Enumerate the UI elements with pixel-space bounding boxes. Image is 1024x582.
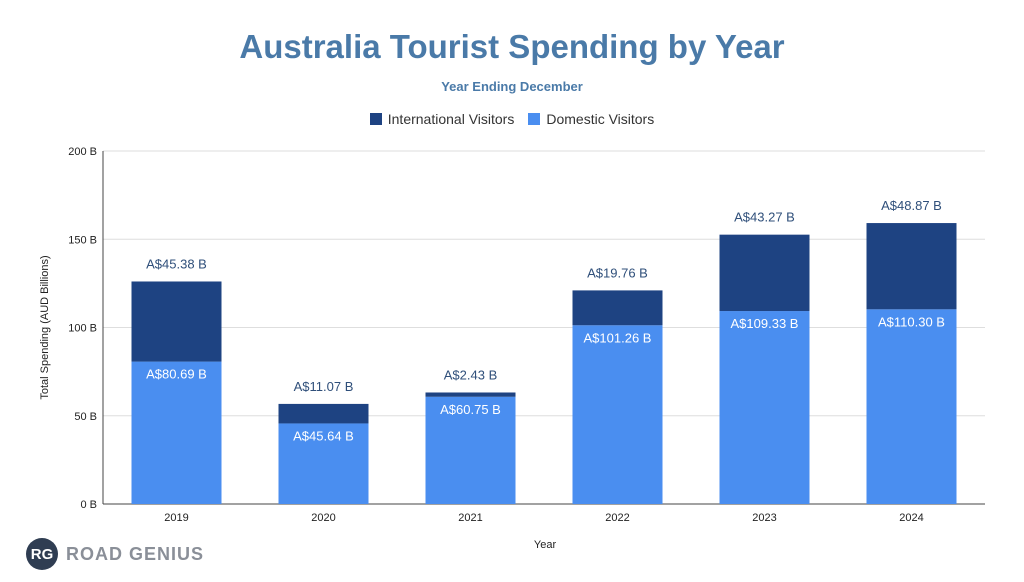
y-tick-label: 200 B	[68, 146, 97, 158]
x-tick-label: 2024	[899, 512, 923, 524]
bar-international	[278, 403, 369, 424]
logo-text: ROAD GENIUS	[66, 543, 205, 564]
chart-subtitle: Year Ending December	[441, 79, 583, 94]
data-label-domestic: A$80.69 B	[146, 367, 207, 382]
bar-international	[131, 281, 222, 362]
y-tick-label: 50 B	[74, 411, 97, 423]
legend-label-international: International Visitors	[387, 111, 515, 127]
logo-badge-icon: RG	[26, 538, 58, 570]
road-genius-logo: RG ROAD GENIUS	[26, 538, 204, 570]
y-axis-title: Total Spending (AUD Billions)	[39, 255, 51, 399]
x-tick-label: 2021	[458, 512, 482, 524]
data-label-domestic: A$110.30 B	[878, 314, 945, 329]
x-tick-label: 2020	[311, 512, 335, 524]
legend: International Visitors Domestic Visitors	[0, 111, 1024, 127]
legend-item-domestic: Domestic Visitors	[528, 111, 654, 127]
bar-domestic	[866, 309, 957, 504]
bar-international	[719, 234, 810, 312]
data-label-international: A$48.87 B	[881, 198, 942, 213]
data-label-domestic: A$60.75 B	[440, 402, 501, 417]
data-label-international: A$43.27 B	[734, 210, 795, 225]
bar-international	[425, 392, 516, 397]
legend-swatch-domestic	[528, 113, 541, 125]
data-label-international: A$19.76 B	[587, 265, 648, 280]
bar-domestic	[719, 311, 810, 504]
data-label-domestic: A$109.33 B	[731, 316, 799, 331]
x-tick-label: 2019	[164, 512, 188, 524]
bar-domestic	[572, 325, 663, 504]
legend-item-international: International Visitors	[369, 111, 515, 127]
x-axis-title: Year	[534, 539, 557, 551]
data-label-international: A$2.43 B	[444, 367, 498, 382]
bar-domestic	[425, 396, 516, 504]
bar-international	[866, 223, 957, 310]
bar-domestic	[278, 423, 369, 504]
data-label-international: A$45.38 B	[146, 256, 207, 271]
x-tick-label: 2023	[752, 512, 776, 524]
bar-international	[572, 290, 663, 326]
y-tick-label: 0 B	[80, 499, 97, 511]
y-tick-label: 150 B	[68, 234, 97, 246]
bar-domestic	[131, 361, 222, 504]
data-label-domestic: A$101.26 B	[584, 330, 652, 345]
chart-title: Australia Tourist Spending by Year	[239, 28, 785, 65]
legend-swatch-international	[369, 113, 382, 125]
y-tick-label: 100 B	[68, 323, 97, 335]
data-label-domestic: A$45.64 B	[293, 428, 354, 443]
x-tick-label: 2022	[605, 512, 629, 524]
legend-label-domestic: Domestic Visitors	[546, 111, 655, 127]
data-label-international: A$11.07 B	[294, 379, 354, 394]
